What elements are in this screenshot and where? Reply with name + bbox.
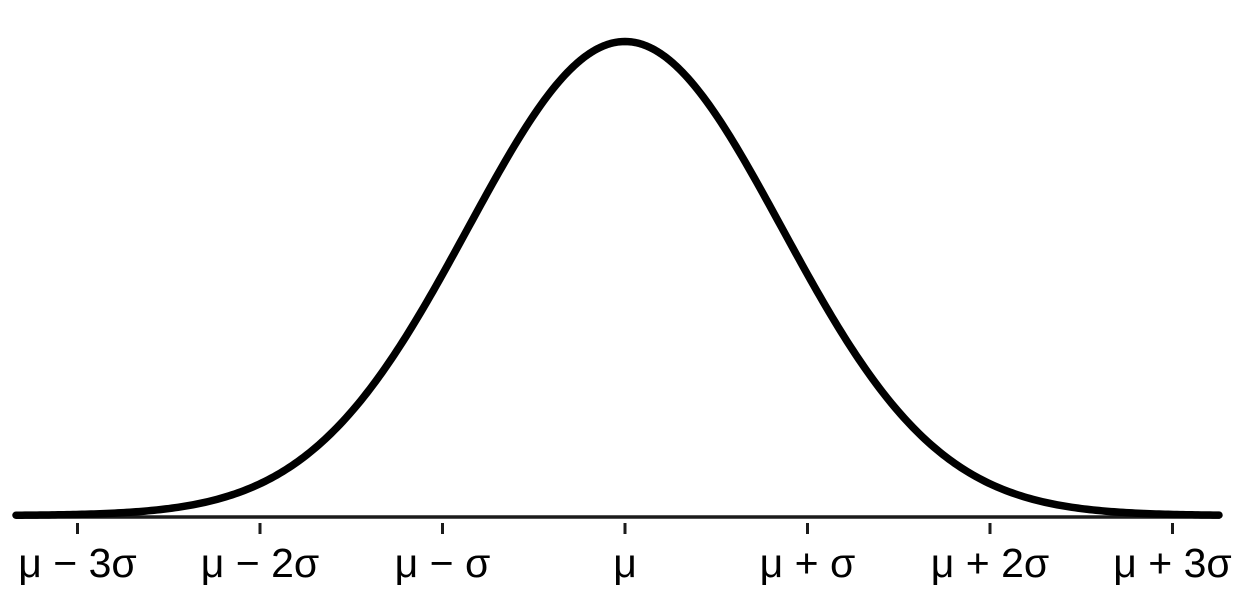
x-tick-label-plus-3-sigma: μ + 3σ (1113, 540, 1231, 586)
x-tick-label-plus-1-sigma: μ + σ (760, 540, 856, 586)
x-tick-label-mean: μ (613, 540, 637, 586)
x-axis-labels: μ − 3σ μ − 2σ μ − σ μ μ + σ μ + 2σ μ + 3… (18, 540, 1231, 586)
normal-curve-line (12, 37, 1223, 519)
x-tick-label-minus-1-sigma: μ − σ (395, 540, 491, 586)
x-tick-label-plus-2-sigma: μ + 2σ (931, 540, 1049, 586)
x-axis-ticks (76, 523, 1174, 534)
x-tick-label-minus-3-sigma: μ − 3σ (18, 540, 136, 586)
x-tick-label-minus-2-sigma: μ − 2σ (201, 540, 319, 586)
